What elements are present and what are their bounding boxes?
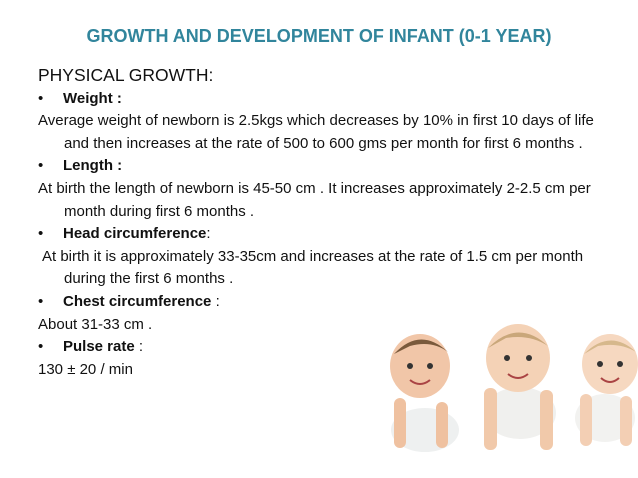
bullet-item: Length : bbox=[38, 155, 608, 178]
bullet-item: Pulse rate : bbox=[38, 336, 608, 359]
item-text: 130 ± 20 / min bbox=[38, 360, 133, 378]
item-text: At birth it is approximately 33-35cm and… bbox=[42, 247, 584, 288]
item-suffix: : bbox=[134, 338, 144, 356]
bullet-item: Chest circumference : bbox=[38, 291, 608, 314]
item-label: Length : bbox=[63, 157, 123, 175]
item-text: At birth the length of newborn is 45-50 … bbox=[38, 179, 591, 220]
bullet-item: Head circumference: bbox=[38, 223, 608, 246]
item-text: About 31-33 cm . bbox=[38, 315, 153, 333]
baby-right bbox=[575, 334, 638, 446]
item-suffix: : bbox=[211, 292, 220, 310]
item-label: Head circumference bbox=[63, 225, 207, 243]
item-label: Weight : bbox=[63, 89, 122, 107]
babies-photo bbox=[390, 324, 638, 452]
item-list: Weight : Average weight of newborn is 2.5… bbox=[38, 88, 608, 382]
item-label: Chest circumference bbox=[63, 292, 212, 310]
baby-left bbox=[390, 334, 459, 452]
item-suffix: : bbox=[206, 225, 211, 243]
item-label: Pulse rate bbox=[63, 338, 135, 356]
section-heading: PHYSICAL GROWTH: bbox=[38, 65, 214, 85]
baby-middle bbox=[484, 324, 556, 450]
slide-content: PHYSICAL GROWTH: Weight : Average weight … bbox=[38, 64, 608, 381]
item-text: Average weight of newborn is 2.5kgs whic… bbox=[38, 112, 594, 152]
slide-title: GROWTH AND DEVELOPMENT OF INFANT (0-1 YE… bbox=[86, 26, 552, 46]
bullet-item: Weight : bbox=[38, 88, 608, 111]
